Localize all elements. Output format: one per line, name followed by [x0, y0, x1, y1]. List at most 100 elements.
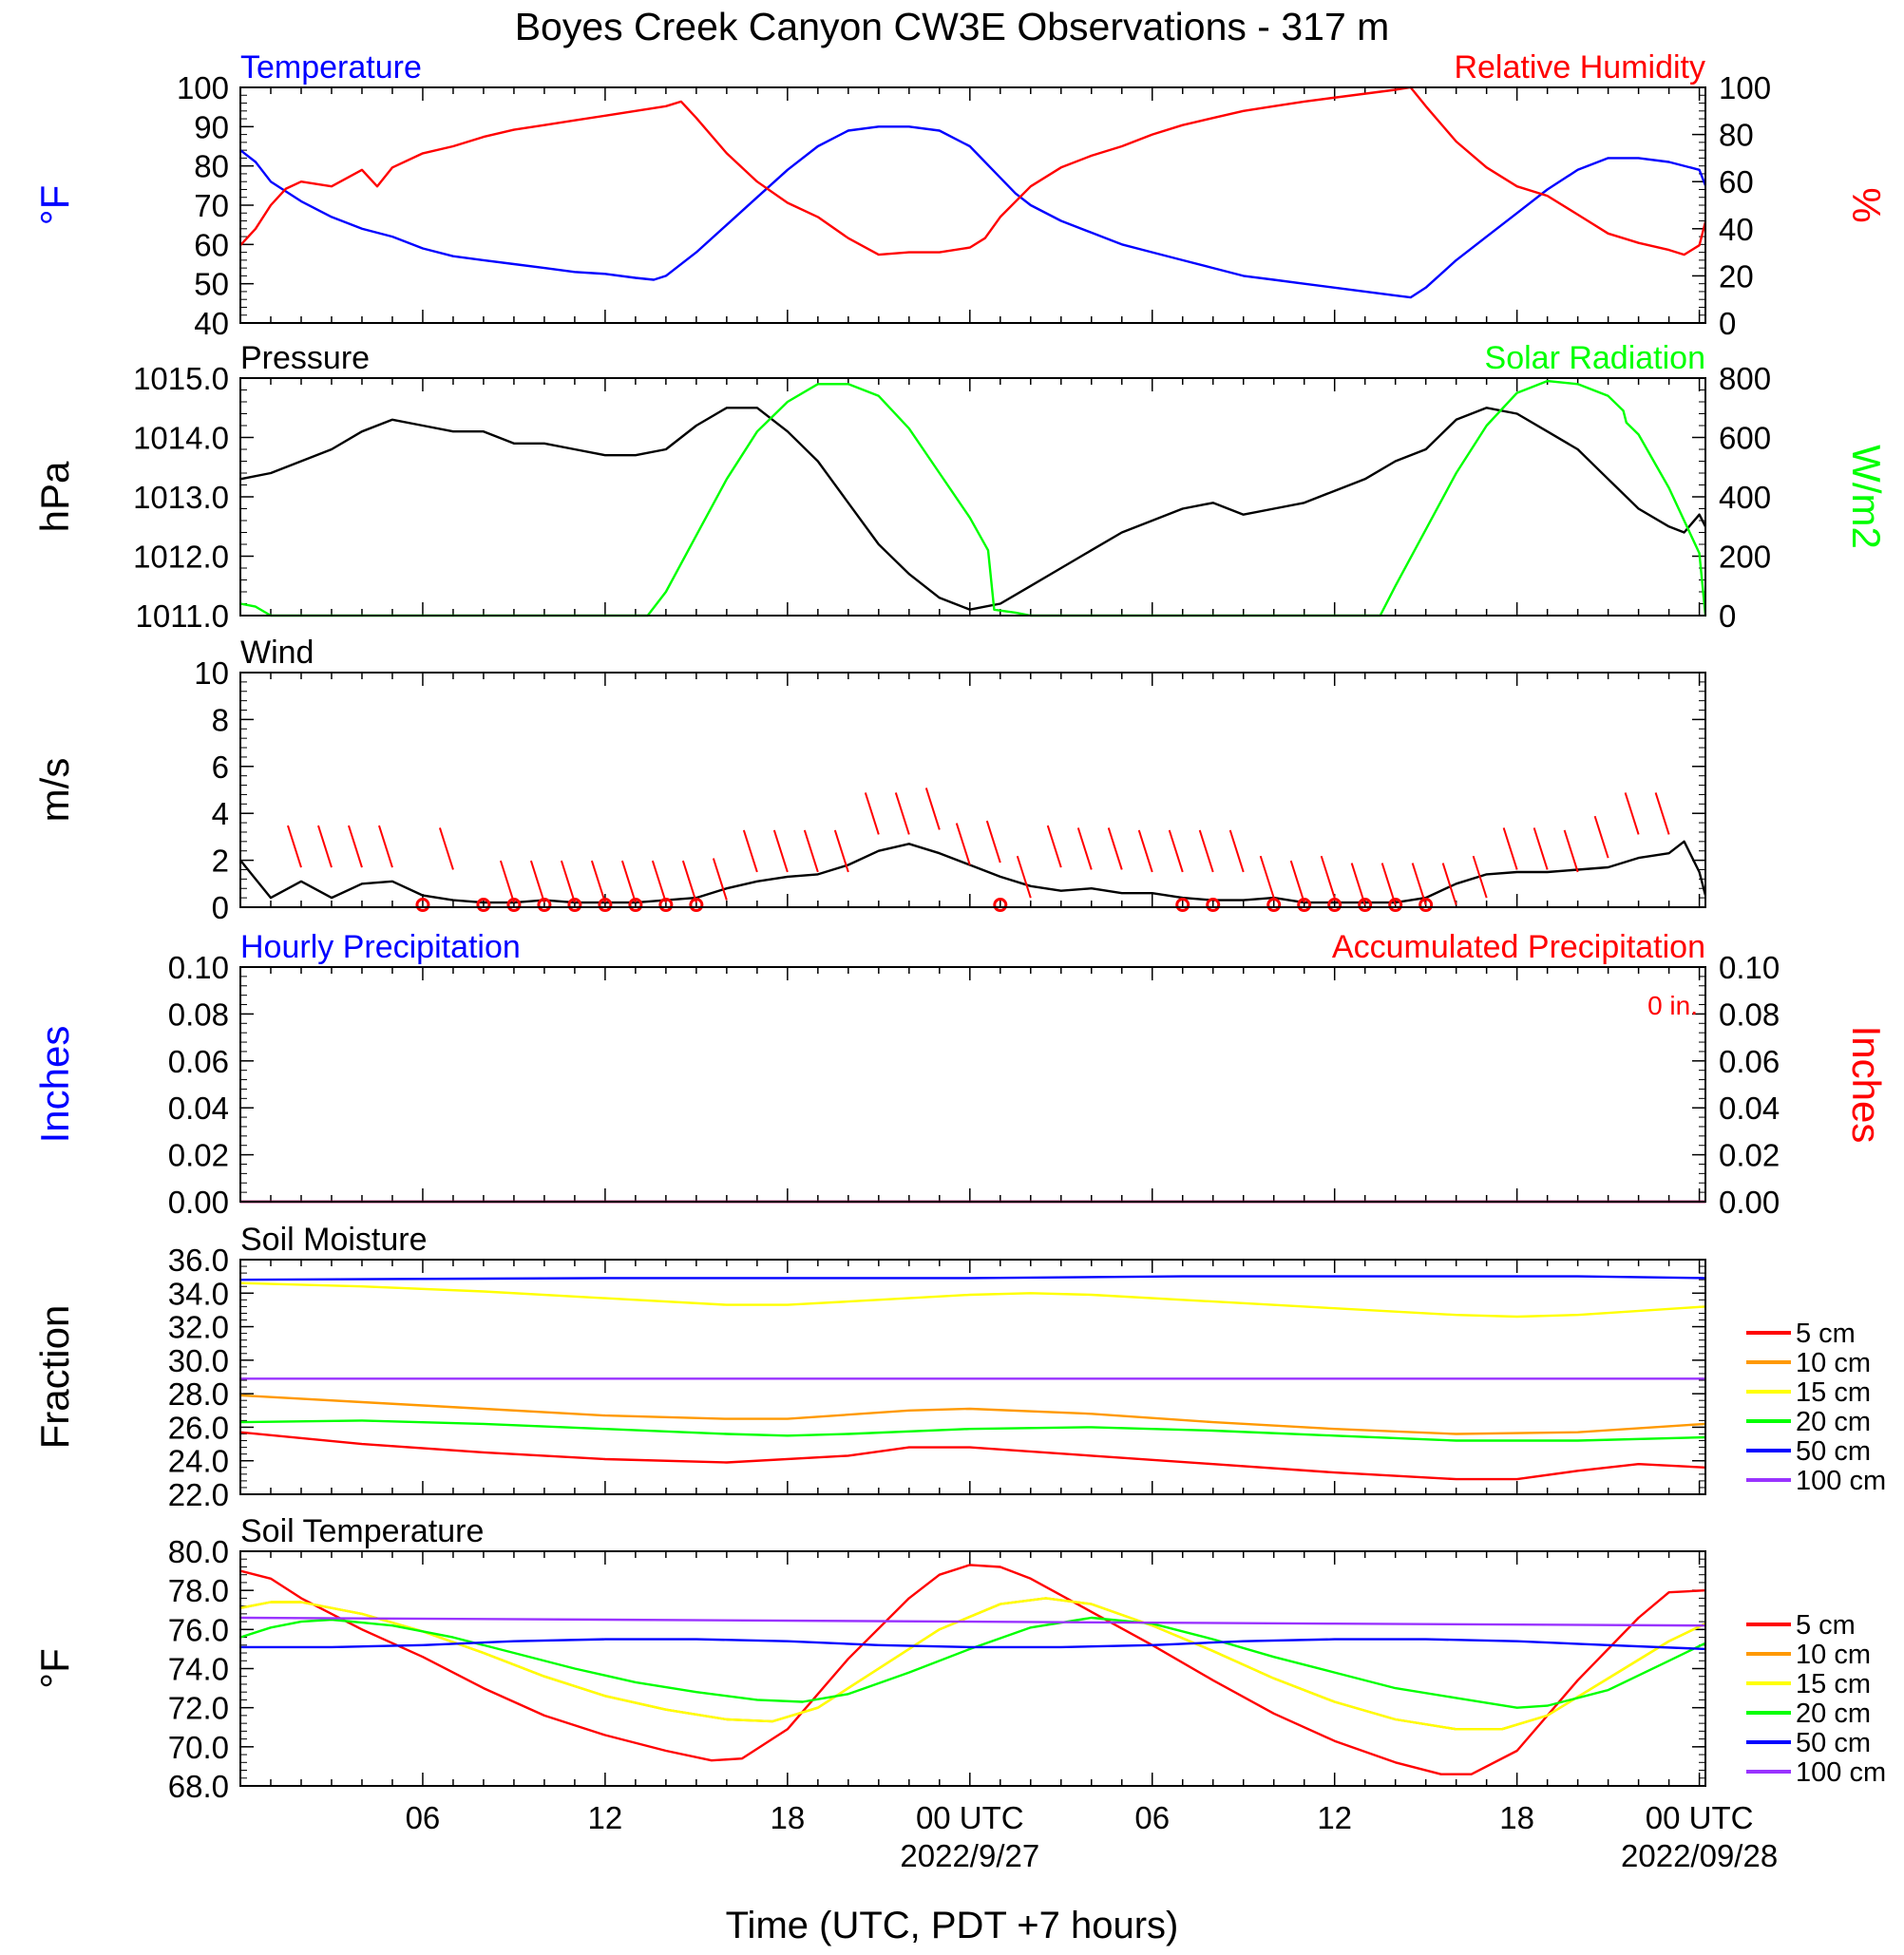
y-tick-label-left: 6	[212, 750, 229, 785]
y-tick-label-left: 70	[194, 188, 229, 223]
y-tick-label-left: 74.0	[168, 1652, 229, 1687]
legend-label: 100 cm	[1796, 1757, 1886, 1788]
x-tick-label: 12	[1317, 1800, 1352, 1835]
calm-wind-marker	[567, 898, 582, 913]
series-line-5-cm	[239, 1564, 1706, 1775]
y-tick-label-left: 0.02	[168, 1138, 229, 1173]
series-line-1	[239, 85, 1707, 256]
y-tick-label-left: 0.04	[168, 1091, 229, 1126]
right-axis-unit: %	[1844, 187, 1889, 222]
panel-title-right: Solar Radiation	[1485, 340, 1705, 376]
y-tick-label-right: 80	[1719, 118, 1754, 153]
y-tick-label-left: 22.0	[168, 1477, 229, 1512]
y-tick-label-right: 400	[1719, 480, 1771, 515]
wind-barb	[1441, 863, 1457, 905]
wind-barb	[985, 820, 1001, 864]
panel-title-left: Temperature	[240, 49, 422, 85]
series-line-15-cm	[239, 1281, 1706, 1319]
wind-barb	[1016, 855, 1032, 899]
wind-barb	[1654, 792, 1670, 835]
series-line-10-cm	[239, 1394, 1706, 1435]
series-line-1	[239, 379, 1707, 617]
calm-wind-marker	[598, 898, 613, 913]
x-tick-label: 06	[1134, 1800, 1170, 1835]
y-tick-label-left: 1013.0	[133, 480, 229, 515]
y-tick-label-left: 40	[194, 306, 229, 341]
series-line-20-cm	[239, 1419, 1706, 1442]
y-tick-label-left: 8	[212, 702, 229, 737]
wind-barb	[772, 829, 789, 873]
calm-wind-marker	[506, 898, 522, 913]
wind-barb	[590, 860, 606, 903]
panel-frame	[239, 86, 1706, 324]
panel-title-left: Hourly Precipitation	[240, 929, 521, 965]
wind-barb	[1320, 855, 1336, 899]
wind-barb	[348, 825, 363, 868]
panel-title-left: Pressure	[240, 340, 370, 376]
panel-title-right: Accumulated Precipitation	[1332, 929, 1705, 965]
y-tick-label-left: 50	[194, 267, 229, 302]
wind-barb	[1624, 792, 1640, 835]
x-tick-label: 12	[588, 1800, 623, 1835]
wind-barb	[1228, 829, 1245, 873]
wind-barb	[1411, 863, 1427, 905]
y-tick-label-left: 1014.0	[133, 421, 229, 456]
wind-barb	[651, 860, 667, 903]
x-axis-label: Time (UTC, PDT +7 hours)	[726, 1905, 1179, 1946]
left-axis-unit: hPa	[32, 461, 77, 532]
x-tick-label: 18	[1499, 1800, 1534, 1835]
y-tick-label-left: 80.0	[168, 1534, 229, 1569]
panel-3: 0.00 0.02 0.04 0.06 0.08 0.10 0.00 0.02 0.04 0.06…	[32, 929, 1889, 1220]
y-tick-label-left: 24.0	[168, 1444, 229, 1479]
y-tick-label-left: 0.00	[168, 1185, 229, 1220]
y-tick-label-left: 1011.0	[136, 598, 229, 634]
panel-5: 68.0 70.0 72.0 74.0 76.0 78.0 80.0 °F Soil Tempe…	[32, 1513, 1886, 1804]
legend-label: 5 cm	[1796, 1319, 1856, 1349]
panel-frame	[239, 1259, 1706, 1495]
wind-barb	[1076, 827, 1093, 870]
wind-barb	[1563, 829, 1579, 873]
y-tick-label-right: 60	[1719, 164, 1754, 199]
calm-wind-marker	[628, 898, 643, 913]
panel-title-left: Soil Temperature	[240, 1513, 484, 1549]
series-line-speed	[239, 840, 1707, 904]
calm-wind-marker	[1266, 898, 1282, 913]
y-tick-label-right: 800	[1719, 361, 1771, 396]
wind-barb	[317, 825, 333, 868]
wind-barb	[1502, 827, 1518, 870]
wind-barb	[924, 788, 941, 830]
y-tick-label-left: 68.0	[168, 1769, 229, 1804]
series-line-15-cm	[239, 1597, 1706, 1731]
y-tick-label-left: 80	[194, 149, 229, 184]
wind-barb	[1289, 860, 1305, 903]
y-tick-label-right: 0	[1719, 306, 1736, 341]
wind-barb	[833, 829, 849, 873]
calm-wind-marker	[689, 898, 704, 913]
wind-barb	[681, 860, 697, 903]
calm-wind-marker	[1327, 898, 1342, 913]
series-line-5-cm	[239, 1431, 1706, 1481]
wind-barb	[1046, 825, 1062, 868]
wind-barb	[894, 792, 910, 835]
series-line-0	[239, 125, 1707, 299]
left-axis-unit: Inches	[32, 1026, 77, 1144]
series-line-50-cm	[239, 1275, 1706, 1281]
wind-barb	[287, 825, 302, 868]
panel-frame	[239, 377, 1706, 617]
wind-barb	[1107, 827, 1123, 870]
panel-title-right: Relative Humidity	[1454, 49, 1705, 85]
calm-wind-marker	[993, 898, 1008, 913]
y-tick-label-left: 76.0	[168, 1612, 229, 1647]
wind-barb	[712, 858, 728, 901]
panel-2: 0 2 4 6 8 10 m/s Wind	[32, 635, 1707, 925]
series-line-100-cm	[239, 1616, 1706, 1627]
calm-wind-marker	[1297, 898, 1312, 913]
wind-barb	[529, 860, 545, 903]
y-tick-label-left: 100	[177, 70, 229, 105]
wind-barb	[1259, 855, 1275, 899]
wind-barb	[803, 829, 819, 873]
legend-label: 50 cm	[1796, 1436, 1871, 1467]
calm-wind-marker	[1358, 898, 1373, 913]
